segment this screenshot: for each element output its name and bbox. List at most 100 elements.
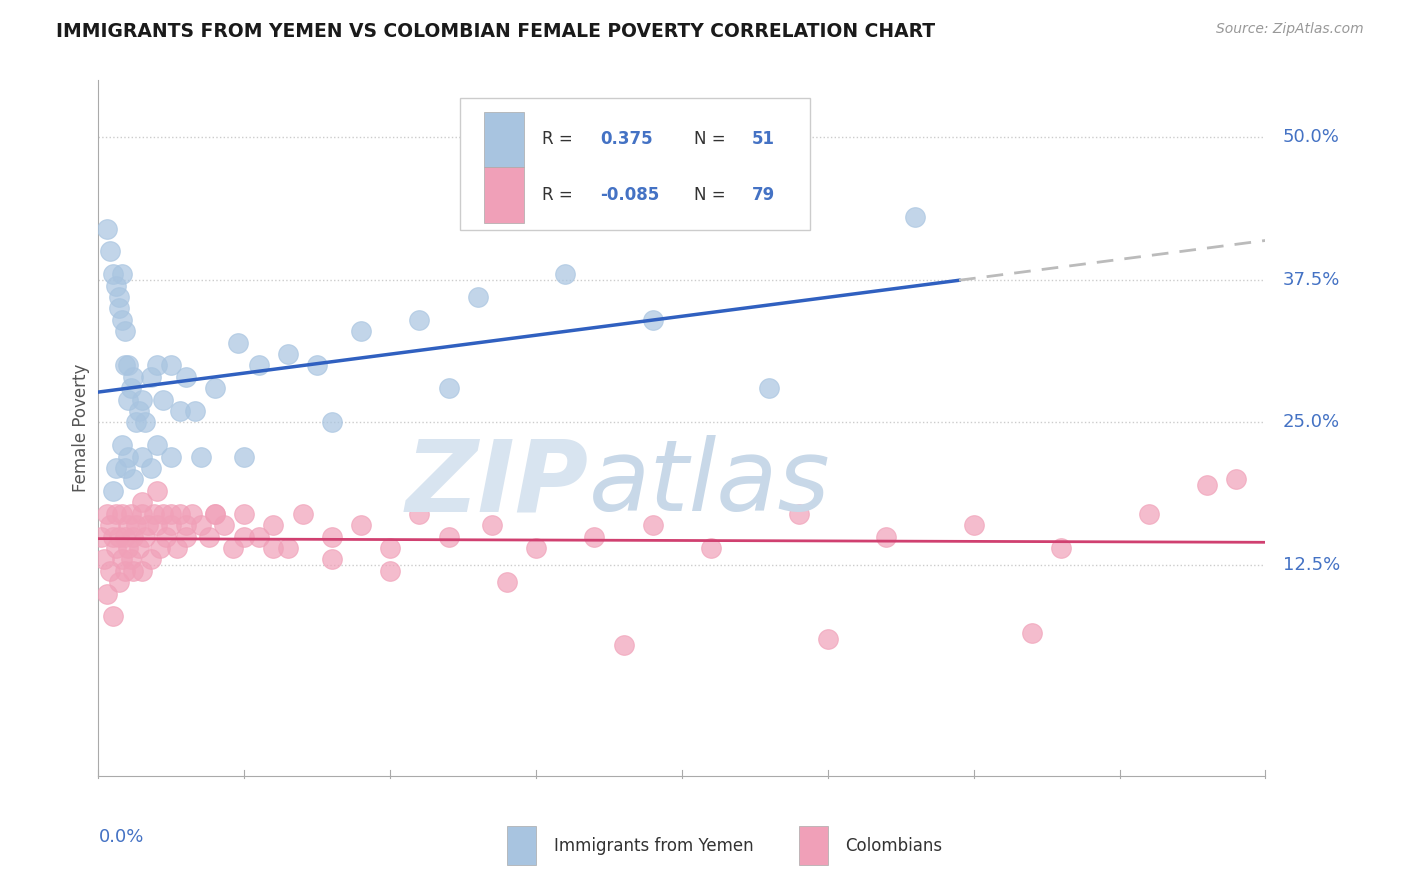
- Point: [962, 518, 984, 533]
- FancyBboxPatch shape: [484, 168, 524, 223]
- Point: [321, 416, 343, 430]
- Point: [204, 507, 226, 521]
- Point: [221, 541, 243, 555]
- Point: [408, 313, 430, 327]
- Text: N =: N =: [693, 186, 731, 204]
- Point: [169, 507, 191, 521]
- Point: [758, 381, 780, 395]
- Point: [111, 267, 134, 281]
- Point: [817, 632, 839, 647]
- Point: [641, 518, 664, 533]
- Point: [131, 507, 153, 521]
- Text: Source: ZipAtlas.com: Source: ZipAtlas.com: [1216, 22, 1364, 37]
- Point: [277, 347, 299, 361]
- Point: [111, 313, 134, 327]
- Text: 50.0%: 50.0%: [1282, 128, 1340, 146]
- Point: [131, 450, 153, 464]
- Point: [146, 359, 169, 373]
- Point: [152, 507, 174, 521]
- Point: [111, 552, 134, 566]
- Point: [262, 518, 284, 533]
- Point: [128, 404, 150, 418]
- Text: IMMIGRANTS FROM YEMEN VS COLOMBIAN FEMALE POVERTY CORRELATION CHART: IMMIGRANTS FROM YEMEN VS COLOMBIAN FEMAL…: [56, 22, 935, 41]
- Point: [108, 290, 131, 304]
- Point: [114, 564, 136, 578]
- Point: [96, 221, 118, 235]
- Point: [131, 392, 153, 407]
- Point: [350, 518, 373, 533]
- Point: [160, 450, 183, 464]
- Point: [212, 518, 235, 533]
- Point: [262, 541, 284, 555]
- FancyBboxPatch shape: [460, 97, 810, 230]
- Point: [160, 507, 183, 521]
- Point: [122, 473, 145, 487]
- Text: ZIP: ZIP: [405, 435, 589, 533]
- Point: [131, 495, 153, 509]
- Point: [233, 450, 256, 464]
- Point: [136, 518, 159, 533]
- Point: [122, 564, 145, 578]
- Point: [139, 369, 162, 384]
- Point: [108, 529, 131, 543]
- Point: [149, 541, 172, 555]
- Point: [174, 529, 197, 543]
- Point: [120, 552, 142, 566]
- Point: [104, 278, 127, 293]
- Point: [120, 507, 142, 521]
- Point: [160, 518, 183, 533]
- Point: [122, 369, 145, 384]
- Point: [122, 529, 145, 543]
- Point: [139, 461, 162, 475]
- Point: [277, 541, 299, 555]
- Point: [98, 518, 121, 533]
- Point: [134, 529, 156, 543]
- Point: [307, 359, 329, 373]
- Point: [117, 450, 139, 464]
- Point: [134, 416, 156, 430]
- Text: 25.0%: 25.0%: [1282, 414, 1340, 432]
- Point: [101, 267, 124, 281]
- Point: [125, 518, 148, 533]
- Point: [190, 450, 212, 464]
- Point: [111, 507, 134, 521]
- Point: [700, 541, 723, 555]
- Point: [108, 301, 131, 316]
- Point: [198, 529, 221, 543]
- FancyBboxPatch shape: [484, 112, 524, 168]
- Point: [174, 369, 197, 384]
- Point: [117, 518, 139, 533]
- Point: [1021, 626, 1043, 640]
- Point: [496, 575, 519, 590]
- Point: [146, 518, 169, 533]
- Text: 51: 51: [752, 130, 775, 148]
- Point: [117, 541, 139, 555]
- Point: [139, 552, 162, 566]
- Point: [247, 359, 270, 373]
- Text: Immigrants from Yemen: Immigrants from Yemen: [554, 837, 754, 855]
- Text: N =: N =: [693, 130, 731, 148]
- Point: [98, 244, 121, 259]
- Point: [128, 541, 150, 555]
- Point: [117, 359, 139, 373]
- Point: [583, 529, 606, 543]
- Point: [155, 529, 177, 543]
- Point: [233, 507, 256, 521]
- Point: [96, 586, 118, 600]
- Point: [247, 529, 270, 543]
- Point: [142, 507, 165, 521]
- Point: [437, 529, 460, 543]
- Point: [146, 483, 169, 498]
- Point: [166, 541, 188, 555]
- Point: [183, 404, 205, 418]
- Point: [160, 359, 183, 373]
- Point: [114, 359, 136, 373]
- Point: [104, 541, 127, 555]
- Point: [98, 564, 121, 578]
- FancyBboxPatch shape: [508, 827, 536, 864]
- Point: [1137, 507, 1160, 521]
- Point: [350, 324, 373, 338]
- Text: 37.5%: 37.5%: [1282, 271, 1340, 289]
- Point: [117, 392, 139, 407]
- Point: [380, 541, 402, 555]
